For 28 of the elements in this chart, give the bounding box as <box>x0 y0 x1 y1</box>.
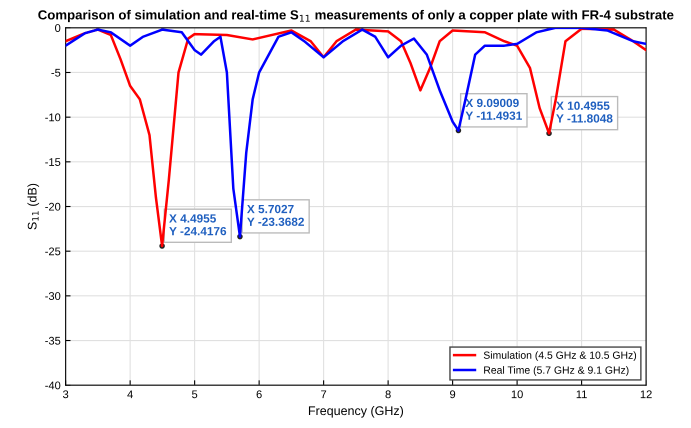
annotation: X 5.7027 Y -23.3682 <box>247 204 304 226</box>
legend-label: Real Time (5.7 GHz & 9.1 GHz) <box>484 366 629 376</box>
y-tick-label: -5 <box>51 68 60 77</box>
x-tick-label: 6 <box>256 390 262 398</box>
annotation: X 10.4955 Y -11.8048 <box>556 102 613 123</box>
x-tick-label: 4 <box>127 390 133 398</box>
x-tick-label: 3 <box>62 390 68 398</box>
x-tick-label: 8 <box>386 390 391 398</box>
y-tick-label: -25 <box>45 247 60 256</box>
x-tick-label: 5 <box>192 390 198 398</box>
x-tick-label: 12 <box>640 390 652 398</box>
legend-label: Simulation (4.5 GHz & 10.5 GHz) <box>484 351 636 361</box>
chart-title: Comparison of simulation and real-time S$_{11}$ measurements of only a copper plate with FR-4 substrate <box>38 10 674 22</box>
y-tick-label: -30 <box>45 292 60 300</box>
annotation: X 4.4955 Y -24.4176 <box>169 214 226 236</box>
y-tick-label: -35 <box>45 336 60 345</box>
x-tick-label: 7 <box>321 390 326 398</box>
x-axis-title: Frequency (GHz) <box>308 406 404 418</box>
x-tick-label: 11 <box>576 390 587 398</box>
y-tick-label: -10 <box>45 113 60 122</box>
y-axis-title: S$_{11}$ (dB) <box>27 184 40 230</box>
y-tick-label: 0 <box>55 24 60 32</box>
y-tick-label: -15 <box>45 158 60 166</box>
x-tick-label: 10 <box>512 390 523 398</box>
y-tick-label: -40 <box>45 381 60 390</box>
annotation: X 9.09009 Y -11.4931 <box>465 98 522 120</box>
x-tick-label: 9 <box>450 390 456 398</box>
y-tick-label: -20 <box>45 202 60 211</box>
